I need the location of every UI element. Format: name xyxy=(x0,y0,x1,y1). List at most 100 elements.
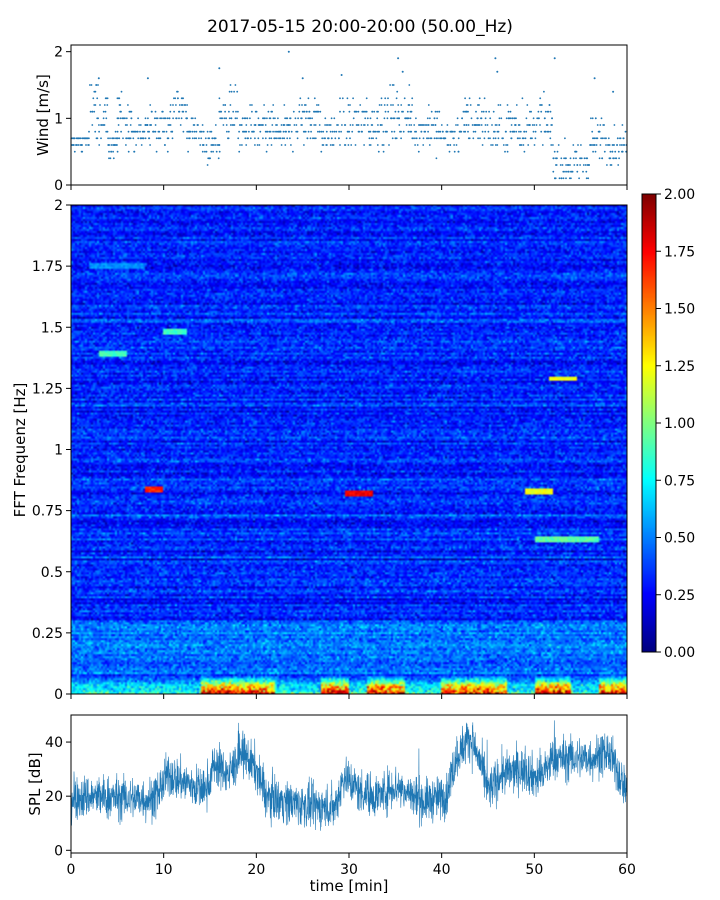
wind-point xyxy=(606,164,608,166)
wind-point xyxy=(184,104,187,106)
colorbar-gradient xyxy=(642,194,656,652)
wind-point xyxy=(312,137,314,140)
wind-point xyxy=(553,57,556,60)
wind-point xyxy=(79,137,82,140)
wind-point xyxy=(599,144,602,146)
wind-point xyxy=(116,144,118,146)
wind-point xyxy=(322,144,325,146)
wind-point xyxy=(377,150,380,153)
wind-point xyxy=(145,124,148,126)
wind-point xyxy=(234,84,237,86)
wind-point xyxy=(382,144,385,146)
wind-point xyxy=(563,157,565,160)
wind-point xyxy=(603,150,606,153)
wind-point xyxy=(245,124,248,126)
spl-ylabel: SPL [dB] xyxy=(26,752,44,815)
wind-point xyxy=(339,144,341,146)
wind-point xyxy=(318,124,321,126)
wind-point xyxy=(249,137,252,140)
wind-point xyxy=(440,137,443,140)
wind-point xyxy=(106,97,109,100)
wind-point xyxy=(391,130,393,133)
wind-point xyxy=(397,57,400,60)
wind-point xyxy=(393,117,396,120)
wind-point xyxy=(532,130,535,133)
wind-point xyxy=(382,150,385,153)
wind-point xyxy=(453,137,455,140)
wind-point xyxy=(453,144,455,146)
wind-point xyxy=(200,137,203,140)
wind-point xyxy=(254,124,257,126)
wind-point xyxy=(178,104,181,106)
wind-point xyxy=(613,124,616,126)
wind-point xyxy=(255,110,258,113)
wind-point xyxy=(382,130,385,133)
wind-point xyxy=(239,144,241,146)
wind-point xyxy=(426,137,428,140)
spectrogram-y-tick-label: 1.25 xyxy=(32,381,63,397)
wind-point xyxy=(614,150,617,153)
wind-point xyxy=(598,157,601,160)
wind-point xyxy=(553,150,556,153)
wind-point xyxy=(249,117,251,120)
wind-point xyxy=(311,117,313,120)
wind-point xyxy=(230,117,233,120)
wind-point xyxy=(318,130,321,133)
wind-point xyxy=(254,137,256,140)
wind-point xyxy=(577,144,579,146)
wind-point xyxy=(127,150,130,153)
wind-point xyxy=(269,117,272,120)
wind-point xyxy=(467,130,469,133)
wind-point xyxy=(130,110,133,113)
wind-point xyxy=(238,150,241,153)
wind-point xyxy=(407,117,410,120)
wind-point xyxy=(290,130,293,133)
wind-point xyxy=(511,117,514,120)
wind-point xyxy=(526,104,529,106)
wind-point xyxy=(276,124,278,126)
wind-point xyxy=(335,130,338,133)
wind-point xyxy=(329,144,332,146)
wind-point xyxy=(398,117,400,120)
wind-point xyxy=(220,110,223,113)
wind-point xyxy=(427,130,429,133)
wind-point xyxy=(355,110,358,113)
wind-point xyxy=(125,117,128,120)
wind-point xyxy=(562,177,565,180)
wind-point xyxy=(241,117,244,120)
wind-point xyxy=(317,104,320,106)
wind-point xyxy=(94,104,97,106)
wind-point xyxy=(119,104,122,106)
wind-point xyxy=(493,130,496,133)
wind-point xyxy=(218,150,221,153)
wind-point xyxy=(515,117,517,120)
wind-point xyxy=(224,110,227,113)
wind-point xyxy=(168,117,171,120)
wind-point xyxy=(515,130,518,133)
wind-point xyxy=(572,157,575,160)
wind-point xyxy=(522,144,525,146)
wind-point xyxy=(218,97,221,100)
wind-point xyxy=(143,130,146,133)
wind-point xyxy=(341,124,343,126)
wind-point xyxy=(338,137,340,140)
wind-point xyxy=(380,104,383,106)
wind-point xyxy=(609,157,612,160)
wind-point xyxy=(572,144,575,146)
wind-point xyxy=(544,130,547,133)
wind-point xyxy=(245,130,248,133)
wind-point xyxy=(303,144,305,146)
wind-point xyxy=(582,170,584,173)
wind-point xyxy=(496,70,499,73)
wind-point xyxy=(352,97,354,100)
wind-point xyxy=(372,137,374,140)
wind-point xyxy=(307,97,310,100)
wind-point xyxy=(271,124,274,126)
wind-point xyxy=(206,164,209,166)
wind-point xyxy=(116,130,119,133)
wind-point xyxy=(476,124,478,126)
wind-point xyxy=(305,110,308,113)
wind-point xyxy=(408,84,411,86)
wind-point xyxy=(324,117,327,120)
wind-point xyxy=(484,124,487,126)
